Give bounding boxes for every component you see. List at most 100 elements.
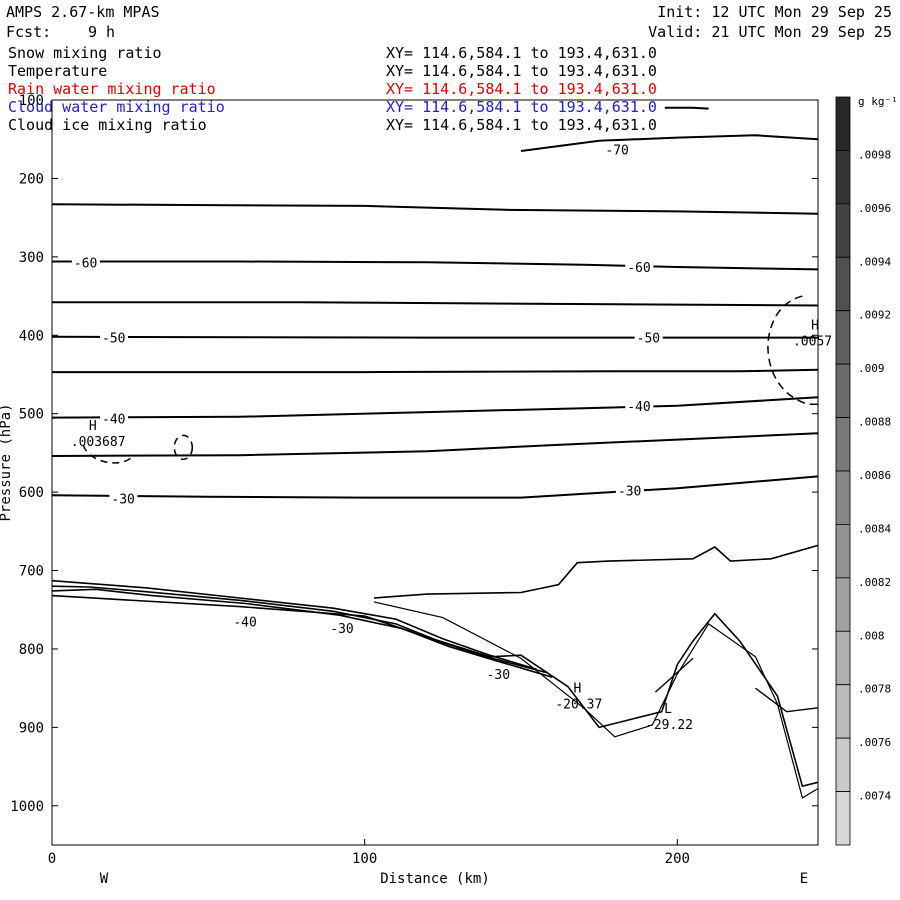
init-time: Init: 12 UTC Mon 29 Sep 25	[657, 3, 892, 21]
x-axis-title: Distance (km)	[380, 871, 490, 887]
contour-label: -60	[627, 261, 650, 276]
legend-row: Cloud ice mixing ratio XY= 114.6,584.1 to…	[8, 116, 657, 134]
contour-label-bg	[100, 410, 129, 425]
colorbar-label: .0078	[858, 683, 891, 696]
contour-label: -40	[102, 412, 125, 427]
contour-label-bg	[603, 141, 632, 156]
contour-label-bg	[328, 619, 357, 634]
temperature-contour	[52, 301, 819, 307]
y-tick-label: 800	[19, 642, 44, 658]
extremum-value: .003687	[71, 435, 126, 450]
legend-label: Snow mixing ratio	[8, 44, 162, 62]
contour-label-bg	[615, 482, 644, 497]
colorbar-swatch	[835, 630, 851, 686]
colorbar-label: .0076	[858, 736, 891, 749]
y-tick-label: 400	[19, 328, 44, 344]
extremum-marker: H	[573, 682, 581, 697]
contour-label: -60	[74, 256, 97, 271]
legend-xy-range: XY= 114.6,584.1 to 193.4,631.0	[386, 80, 657, 98]
extremum-value: -29.22	[646, 718, 693, 733]
contour-label: -30	[330, 622, 353, 637]
contour-label: -30	[618, 485, 641, 500]
y-tick-label: 600	[19, 485, 44, 501]
legend-row: Cloud water mixing ratio XY= 114.6,584.1 …	[8, 98, 657, 116]
mixing-ratio-contour	[82, 444, 134, 464]
contour-label: -40	[627, 400, 650, 415]
colorbar-swatch	[835, 256, 851, 312]
contour-label: -30	[111, 492, 134, 507]
west-label: W	[100, 871, 109, 887]
legend-label: Temperature	[8, 62, 108, 80]
contour-label-bg	[625, 397, 654, 412]
legend-label: Cloud ice mixing ratio	[8, 116, 207, 134]
x-tick-label: 0	[48, 851, 56, 867]
contour-label-bg	[109, 490, 138, 505]
colorbar-label: .0084	[858, 522, 891, 535]
terrain-contour	[51, 594, 819, 788]
model-title: AMPS 2.67-km MPAS	[6, 3, 160, 21]
temperature-contour	[51, 396, 819, 419]
terrain-contour	[51, 588, 553, 678]
colorbar-label: .0096	[858, 202, 891, 215]
colorbar-swatch	[835, 684, 851, 739]
colorbar-swatch	[835, 203, 851, 258]
y-axis-title: Pressure (hPa)	[0, 403, 14, 521]
temperature-contour	[51, 335, 818, 339]
colorbar-label: .008	[858, 629, 885, 642]
extremum-marker: H	[811, 319, 819, 334]
contour-label-bg	[625, 259, 654, 274]
east-label: E	[800, 871, 808, 887]
forecast-label: Fcst:	[6, 23, 52, 41]
colorbar-label: .0094	[858, 255, 891, 268]
temperature-contour	[755, 687, 819, 713]
legend-label: Rain water mixing ratio	[8, 80, 216, 98]
colorbar-swatch	[835, 737, 851, 792]
temperature-contour	[51, 475, 819, 499]
cloud-ice-contour	[664, 106, 709, 110]
extremum-value: -20.37	[555, 698, 602, 713]
temperature-contour	[373, 544, 819, 599]
contour-label: -50	[637, 332, 660, 347]
temperature-contour	[520, 134, 819, 152]
mixing-ratio-contour	[767, 295, 818, 406]
temperature-contour	[51, 203, 819, 215]
temperature-contour	[51, 432, 819, 457]
contour-label-bg	[484, 666, 513, 681]
colorbar-label: .0082	[858, 576, 891, 589]
extremum-marker: H	[89, 419, 97, 434]
colorbar-label: .0086	[858, 469, 891, 482]
colorbar-label: .0074	[858, 790, 891, 803]
contour-label: -70	[605, 143, 628, 158]
forecast-hours: 9 h	[88, 23, 116, 41]
colorbar-label: .0088	[858, 416, 891, 429]
contour-label-bg	[634, 329, 663, 344]
colorbar-swatch	[835, 470, 851, 525]
y-tick-label: 300	[19, 250, 44, 266]
contour-label-bg	[71, 254, 100, 269]
colorbar-swatch	[835, 363, 851, 418]
colorbar-unit: g kg⁻¹	[858, 95, 898, 108]
legend-xy-range: XY= 114.6,584.1 to 193.4,631.0	[386, 44, 657, 62]
extremum-marker: L	[664, 702, 672, 717]
y-tick-label: 1000	[10, 799, 44, 815]
legend-xy-range: XY= 114.6,584.1 to 193.4,631.0	[386, 98, 657, 116]
temperature-contour	[52, 260, 819, 271]
colorbar-swatch	[835, 96, 851, 151]
legend-xy-range: XY= 114.6,584.1 to 193.4,631.0	[386, 62, 657, 80]
contour-label: -40	[233, 616, 256, 631]
legend-row: Rain water mixing ratio XY= 114.6,584.1 t…	[8, 80, 657, 98]
contour-label: -30	[487, 668, 510, 683]
y-tick-label: 500	[19, 407, 44, 423]
colorbar-swatch	[835, 577, 851, 632]
valid-time: Valid: 21 UTC Mon 29 Sep 25	[648, 23, 892, 41]
colorbar-label: .0092	[858, 309, 891, 322]
colorbar-swatch	[835, 524, 851, 579]
y-tick-label: 900	[19, 720, 44, 736]
legend-row: Snow mixing ratio XY= 114.6,584.1 to 193.…	[8, 44, 657, 62]
legend-xy-range: XY= 114.6,584.1 to 193.4,631.0	[386, 116, 657, 134]
mixing-ratio-contour	[173, 434, 194, 461]
temperature-contour	[654, 657, 694, 693]
contour-label-bg	[231, 613, 260, 628]
legend-row: Temperature XY= 114.6,584.1 to 193.4,631.…	[8, 62, 657, 80]
